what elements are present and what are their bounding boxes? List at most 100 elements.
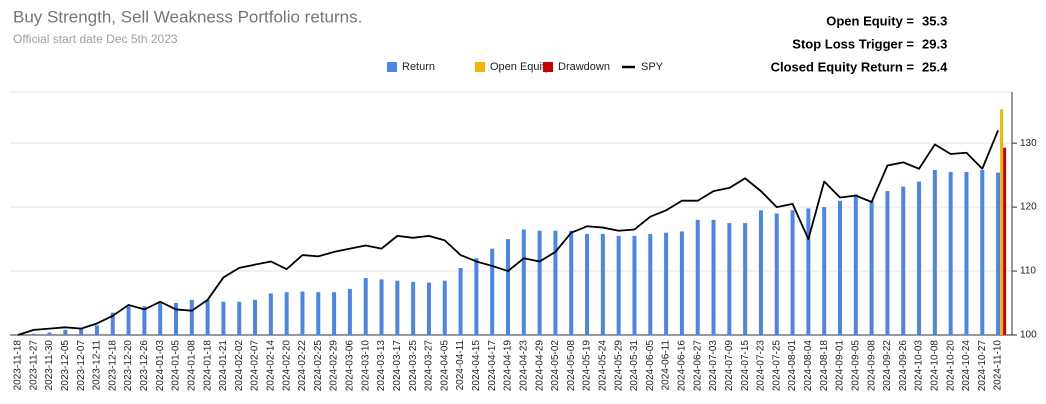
bar xyxy=(110,312,115,335)
x-tick-label: 2024-05-31 xyxy=(629,340,640,392)
x-tick-label: 2024-05-24 xyxy=(597,340,608,392)
bar xyxy=(885,191,890,335)
x-tick-label: 2024-02-14 xyxy=(265,340,276,392)
bar xyxy=(379,279,384,335)
bar xyxy=(901,186,906,335)
x-tick-label: 2024-08-04 xyxy=(803,340,814,392)
x-tick-label: 2024-08-01 xyxy=(787,340,798,392)
bar xyxy=(490,248,495,335)
chart-subtitle: Official start date Dec 5th 2023 xyxy=(13,32,178,46)
bar xyxy=(426,282,431,335)
bar xyxy=(758,210,763,335)
x-tick-label: 2024-09-01 xyxy=(835,340,846,392)
bar xyxy=(616,235,621,335)
bar xyxy=(300,291,305,335)
bar xyxy=(774,213,779,335)
x-tick-label: 2023-12-26 xyxy=(139,340,150,392)
x-tick-label: 2024-09-22 xyxy=(882,340,893,392)
bar xyxy=(79,328,84,335)
bar xyxy=(221,301,226,335)
x-tick-label: 2024-04-19 xyxy=(503,340,514,392)
x-tick-label: 2024-09-26 xyxy=(898,340,909,392)
bar xyxy=(632,235,637,335)
legend-label: SPY xyxy=(641,61,664,73)
bar xyxy=(47,332,52,335)
bar xyxy=(790,210,795,335)
x-tick-label: 2023-12-18 xyxy=(107,340,118,392)
bar xyxy=(932,170,937,335)
x-tick-label: 2024-04-17 xyxy=(487,340,498,392)
x-tick-label: 2023-11-27 xyxy=(28,340,39,391)
x-tick-label: 2024-03-10 xyxy=(360,340,371,392)
x-tick-label: 2024-06-11 xyxy=(661,340,672,391)
x-tick-label: 2024-10-27 xyxy=(977,340,988,392)
bar xyxy=(142,306,147,335)
bar xyxy=(585,233,590,335)
x-tick-label: 2024-06-27 xyxy=(692,340,703,392)
x-tick-label: 2024-02-22 xyxy=(297,340,308,392)
x-tick-label: 2024-07-23 xyxy=(756,340,767,392)
bar xyxy=(521,229,526,335)
stat-value: 35.3 xyxy=(922,13,947,28)
bar xyxy=(94,325,99,335)
legend-symbol xyxy=(387,62,397,72)
bar xyxy=(695,219,700,335)
bar xyxy=(237,301,242,335)
x-tick-label: 2024-02-02 xyxy=(234,340,245,392)
x-tick-label: 2024-01-08 xyxy=(186,340,197,392)
bar xyxy=(553,230,558,335)
bar xyxy=(711,219,716,335)
x-tick-label: 2024-04-29 xyxy=(534,340,545,392)
bar xyxy=(458,267,463,335)
x-tick-label: 2023-12-05 xyxy=(60,340,71,392)
bar xyxy=(205,299,210,335)
bar xyxy=(1000,109,1004,335)
y-tick-label: 120 xyxy=(1020,202,1037,213)
x-tick-label: 2024-07-15 xyxy=(740,340,751,392)
x-tick-label: 2023-12-20 xyxy=(123,340,134,392)
bar xyxy=(189,299,194,335)
x-tick-label: 2024-02-20 xyxy=(281,340,292,392)
bar xyxy=(822,207,827,335)
legend-symbol xyxy=(475,62,485,72)
stat-label: Open Equity = xyxy=(826,13,914,28)
bar xyxy=(980,170,985,335)
x-tick-label: 2024-01-21 xyxy=(218,340,229,392)
x-tick-label: 2024-05-02 xyxy=(550,340,561,392)
bar xyxy=(743,223,748,335)
x-tick-label: 2023-11-30 xyxy=(44,340,55,391)
stat-label: Stop Loss Trigger = xyxy=(792,36,914,51)
bar xyxy=(284,292,289,335)
stat-value: 25.4 xyxy=(922,59,948,74)
x-tick-label: 2024-05-19 xyxy=(582,340,593,392)
legend-symbol xyxy=(543,62,553,72)
spy-line xyxy=(17,130,999,336)
bar xyxy=(917,181,922,335)
chart-title: Buy Strength, Sell Weakness Portfolio re… xyxy=(13,7,362,26)
stat-label: Closed Equity Return = xyxy=(771,59,915,74)
bar xyxy=(964,171,969,335)
x-tick-label: 2024-10-03 xyxy=(914,340,925,392)
bar xyxy=(1003,147,1007,335)
bar xyxy=(31,333,36,335)
x-tick-label: 2024-06-05 xyxy=(645,340,656,392)
bar xyxy=(537,230,542,335)
bar xyxy=(600,233,605,335)
x-tick-label: 2024-06-16 xyxy=(677,340,688,392)
x-tick-label: 2024-02-29 xyxy=(329,340,340,392)
bar xyxy=(474,258,479,335)
x-tick-label: 2024-05-29 xyxy=(613,340,624,392)
bar xyxy=(506,239,510,335)
bar xyxy=(411,281,416,335)
x-tick-label: 2024-04-11 xyxy=(455,340,466,391)
x-tick-label: 2023-12-11 xyxy=(92,340,103,391)
x-tick-label: 2024-07-03 xyxy=(708,340,719,392)
y-tick-label: 130 xyxy=(1020,138,1037,149)
bar xyxy=(679,231,684,335)
x-tick-label: 2024-09-08 xyxy=(866,340,877,392)
x-tick-label: 2024-04-15 xyxy=(471,340,482,392)
bar xyxy=(174,303,178,335)
bar xyxy=(869,200,874,335)
bar xyxy=(948,171,953,335)
